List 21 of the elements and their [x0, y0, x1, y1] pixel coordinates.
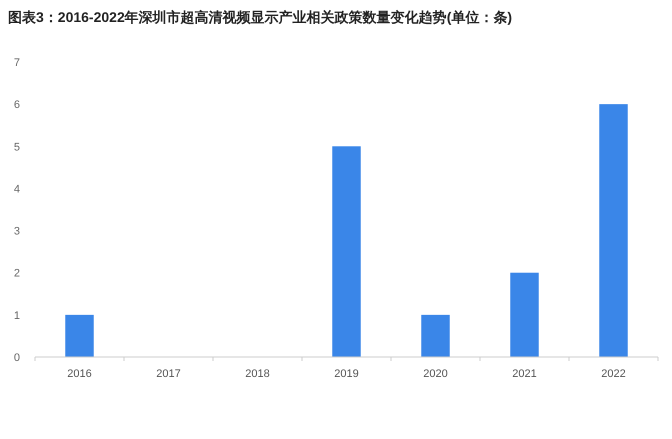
bar [599, 104, 628, 357]
bar [332, 146, 361, 357]
y-tick-label: 7 [14, 57, 20, 69]
x-tick-label: 2021 [512, 368, 537, 380]
y-tick-label: 2 [14, 268, 20, 280]
x-tick-label: 2022 [601, 368, 626, 380]
x-tick-label: 2017 [156, 368, 181, 380]
y-tick-label: 5 [14, 141, 20, 154]
y-tick-label: 6 [14, 99, 20, 112]
y-tick-label: 4 [14, 183, 20, 196]
x-tick-label: 2016 [67, 368, 92, 380]
x-tick-label: 2019 [334, 368, 359, 380]
bar [510, 272, 539, 357]
bar [65, 314, 94, 357]
x-tick-label: 2020 [423, 368, 448, 380]
x-tick-label: 2018 [245, 368, 270, 380]
y-tick-label: 3 [14, 226, 20, 238]
y-tick-label: 1 [14, 310, 20, 322]
chart-title: 图表3：2016-2022年深圳市超高清视频显示产业相关政策数量变化趋势(单位：条) [8, 9, 512, 25]
y-tick-label: 0 [14, 352, 20, 364]
bar [421, 314, 450, 357]
